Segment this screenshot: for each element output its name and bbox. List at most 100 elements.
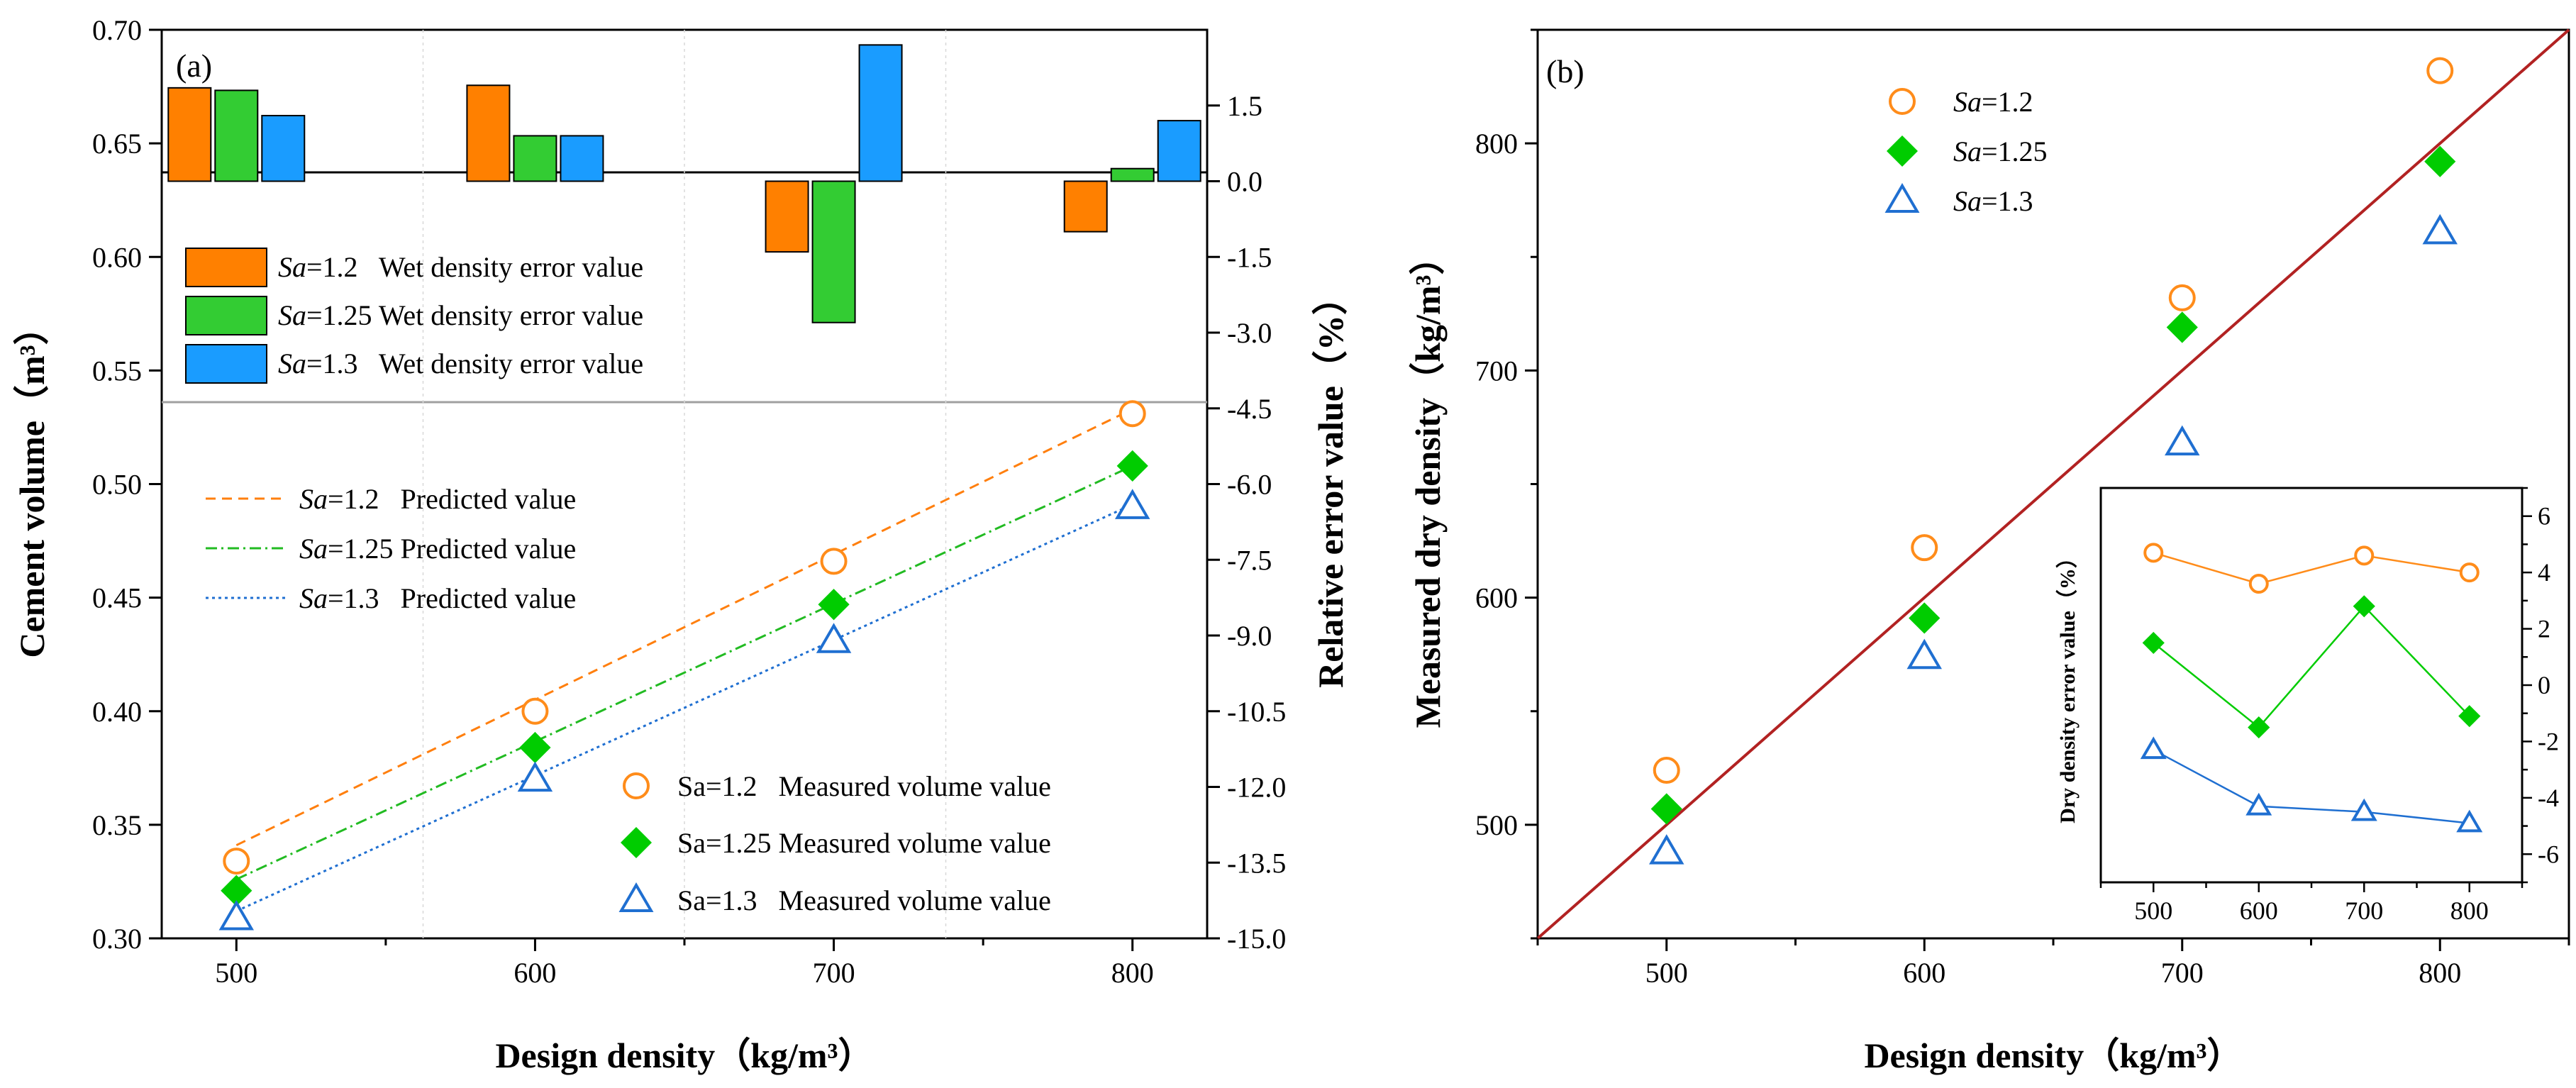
dry-point-s13-500 — [1649, 834, 1684, 865]
y-tick-label-6: 0.60 — [92, 241, 142, 273]
measured-point-s13-800 — [1114, 489, 1150, 519]
inset-y-tick-label-2: 2 — [2538, 615, 2550, 643]
bar-s12-600 — [466, 84, 511, 182]
error-bars — [167, 44, 1201, 323]
measured-markers — [218, 400, 1150, 931]
y2-tick-label-8: -10.5 — [1227, 696, 1286, 728]
inset-point-s125-700 — [2353, 595, 2375, 618]
predicted-legend: Sa=1.2 Predicted value Sa=1.25 Predicted… — [206, 483, 576, 614]
inset-y-tick-label-6: 6 — [2538, 502, 2550, 531]
inset-y-tick-label--4: -4 — [2538, 784, 2559, 812]
inset-y-tick-label--2: -2 — [2538, 727, 2559, 755]
bar-s13-700 — [858, 44, 903, 182]
inset-markers — [2140, 543, 2483, 833]
meas-legend-marker-s125 — [621, 827, 652, 858]
b-legend-label-s13: Sa=1.3 — [1953, 185, 2033, 217]
inset-y-label: Dry density error value（%） — [2055, 547, 2080, 823]
predicted-line-s125 — [235, 465, 1133, 881]
panel-b-label: (b) — [1546, 53, 1584, 89]
y2-tick-label-0: 1.5 — [1227, 90, 1262, 122]
panel-a-gridlines — [422, 30, 947, 938]
y2-tick-label-3: -3.0 — [1227, 317, 1272, 349]
dry-point-s125-700 — [2166, 311, 2198, 343]
measured-point-s12-800 — [1118, 400, 1146, 428]
y2-tick-label-9: -12.0 — [1227, 772, 1286, 804]
measured-point-s12-600 — [521, 697, 549, 725]
b-legend-marker-s12 — [1889, 88, 1916, 115]
inset-point-s12-800 — [2459, 562, 2480, 583]
predicted-lines — [235, 408, 1133, 912]
y2-tick-label-11: -15.0 — [1227, 923, 1286, 955]
pred-legend-label-s12: Sa=1.2 Predicted value — [299, 483, 576, 515]
dry-point-s12-700 — [2168, 284, 2196, 311]
b-x-tick-label-800: 800 — [2419, 957, 2461, 989]
measured-point-s13-600 — [517, 761, 553, 792]
inset-frame — [2099, 487, 2524, 884]
bar-s13-600 — [560, 135, 604, 182]
inset-x-ticks: 500 600 700 800 — [2099, 882, 2524, 925]
panel-a: 500 600 700 800 0.30 0.35 0.40 0.45 0.50 0.55 0.6… — [12, 14, 1350, 1075]
inset-x-tick-label-800: 800 — [2450, 897, 2489, 925]
panel-b-y-ticks: 500 600 700 800 — [1475, 28, 1538, 940]
panel-a-y-ticks: 0.30 0.35 0.40 0.45 0.50 0.55 0.60 0.65 0.70 — [92, 14, 162, 955]
y2-tick-label-6: -7.5 — [1227, 544, 1272, 576]
measured-point-s13-700 — [816, 623, 852, 653]
inset-point-s125-500 — [2142, 631, 2165, 655]
y2-tick-label-2: -1.5 — [1227, 241, 1272, 273]
bar-legend-label-s13: Sa=1.3 Wet density error value — [278, 348, 643, 379]
panel-a-x-ticks: 500 600 700 800 — [215, 938, 1154, 989]
y2-tick-label-1: 0.0 — [1227, 166, 1262, 198]
b-legend-label-s12: Sa=1.2 — [1953, 86, 2033, 118]
predicted-line-s12 — [235, 408, 1133, 847]
dry-point-s13-700 — [2165, 425, 2200, 456]
inset-point-s125-600 — [2248, 716, 2270, 739]
x-tick-label-700: 700 — [813, 957, 855, 989]
inset-line-s125 — [2153, 604, 2470, 729]
panel-a-x-label: Design density（kg/m³） — [495, 1036, 873, 1075]
panel-a-y-label: Cement volume（m³） — [12, 309, 52, 657]
meas-legend-label-s13: Sa=1.3 Measured volume value — [677, 884, 1051, 916]
meas-legend-label-s12: Sa=1.2 Measured volume value — [677, 770, 1051, 802]
panel-a-label: (a) — [176, 48, 212, 84]
inset-point-s12-600 — [2248, 574, 2269, 594]
bar-s125-500 — [214, 89, 259, 182]
meas-legend-marker-s13 — [618, 882, 654, 912]
y-tick-label-2: 0.40 — [92, 696, 142, 728]
b-legend-marker-s125 — [1887, 135, 1918, 167]
y2-tick-label-4: -4.5 — [1227, 393, 1272, 425]
measured-point-s125-800 — [1116, 450, 1148, 482]
panel-b-y-label: Measured dry density（kg/m³） — [1408, 239, 1448, 728]
bar-legend-swatch-s125 — [185, 296, 267, 335]
panel-a-y2-label: Relative error value（%） — [1311, 279, 1350, 688]
panel-b-legend: Sa=1.2 Sa=1.25 Sa=1.3 — [1884, 86, 2048, 217]
y-tick-label-3: 0.45 — [92, 582, 142, 614]
bar-legend: Sa=1.2 Wet density error value Sa=1.25 W… — [185, 248, 643, 384]
bar-s13-800 — [1157, 120, 1201, 182]
b-y-tick-label-700: 700 — [1475, 355, 1518, 387]
pred-legend-label-s125: Sa=1.25 Predicted value — [299, 533, 576, 565]
y2-tick-label-7: -9.0 — [1227, 620, 1272, 652]
y2-tick-label-5: -6.0 — [1227, 469, 1272, 501]
inset-y-tick-label-4: 4 — [2538, 558, 2550, 587]
panel-b-x-ticks: 500 600 700 800 — [1536, 938, 2570, 989]
y2-tick-label-10: -13.5 — [1227, 847, 1286, 879]
inset-x-tick-label-600: 600 — [2240, 897, 2278, 925]
b-y-tick-label-600: 600 — [1475, 582, 1518, 614]
inset-point-s13-700 — [2350, 798, 2377, 821]
bar-s12-500 — [167, 87, 212, 182]
dry-point-s12-800 — [2426, 57, 2454, 84]
measured-point-s125-500 — [221, 875, 252, 906]
bar-s125-800 — [1110, 167, 1155, 182]
b-x-tick-label-700: 700 — [2161, 957, 2204, 989]
bar-s125-700 — [811, 180, 856, 323]
measured-point-s13-500 — [218, 899, 255, 931]
panel-b: 500 600 700 800 500 600 700 800 (b) Sa=1.2 Sa=… — [1408, 28, 2570, 1075]
b-legend-marker-s13 — [1884, 183, 1920, 213]
x-tick-label-600: 600 — [513, 957, 556, 989]
dry-point-s125-600 — [1909, 602, 1941, 634]
inset-lines — [2153, 552, 2470, 824]
panel-a-y2-ticks: 1.5 0.0 -1.5 -3.0 -4.5 -6.0 -7.5 -9.0 -10.5 -12.0… — [1207, 90, 1286, 955]
b-x-tick-label-600: 600 — [1903, 957, 1945, 989]
meas-legend-marker-s12 — [623, 772, 650, 799]
measured-point-s125-600 — [519, 731, 551, 764]
